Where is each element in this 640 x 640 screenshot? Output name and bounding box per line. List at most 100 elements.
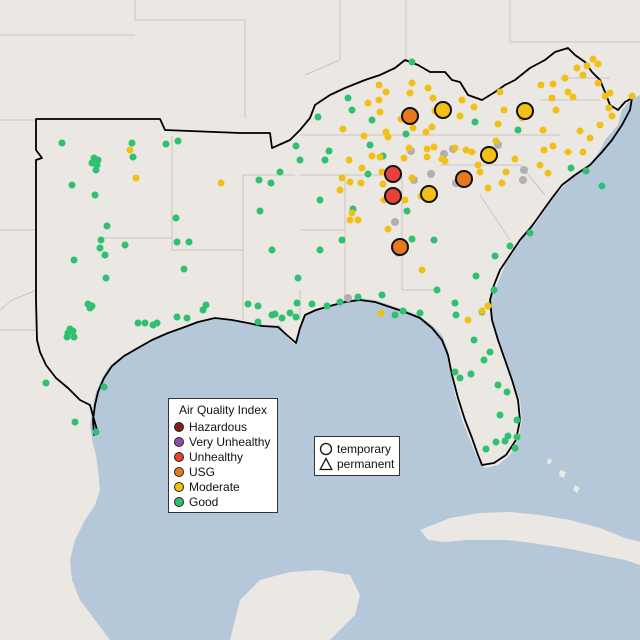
station-unknown[interactable] [519,176,527,184]
station-moderate[interactable] [474,161,482,169]
station-good[interactable] [103,222,111,230]
station-good[interactable] [316,246,324,254]
station-moderate[interactable] [408,79,416,87]
station-moderate[interactable] [494,120,502,128]
station-good[interactable] [323,302,331,310]
station-moderate[interactable] [549,80,557,88]
station-good[interactable] [276,168,284,176]
station-good[interactable] [506,242,514,250]
station-good[interactable] [84,300,92,308]
station-good[interactable] [256,207,264,215]
station-moderate[interactable] [339,125,347,133]
station-moderate[interactable] [596,121,604,129]
station-good[interactable] [325,147,333,155]
station-usg[interactable] [455,170,473,188]
station-moderate[interactable] [498,179,506,187]
station-good[interactable] [141,319,149,327]
station-moderate[interactable] [345,156,353,164]
station-moderate[interactable] [594,79,602,87]
station-good[interactable] [271,310,279,318]
station-good[interactable] [486,348,494,356]
station-good[interactable] [451,299,459,307]
station-good[interactable] [408,58,416,66]
station-good[interactable] [172,214,180,222]
station-moderate[interactable] [422,128,430,136]
station-moderate[interactable] [480,146,498,164]
station-moderate[interactable] [406,89,414,97]
station-moderate[interactable] [589,55,597,63]
station-moderate[interactable] [484,184,492,192]
station-good[interactable] [364,170,372,178]
station-moderate[interactable] [579,148,587,156]
station-good[interactable] [58,139,66,147]
station-good[interactable] [567,164,575,172]
station-moderate[interactable] [400,154,408,162]
station-good[interactable] [496,411,504,419]
station-good[interactable] [416,309,424,317]
station-good[interactable] [467,370,475,378]
station-moderate[interactable] [338,174,346,182]
station-good[interactable] [292,142,300,150]
station-moderate[interactable] [456,112,464,120]
station-moderate[interactable] [409,124,417,132]
station-good[interactable] [71,418,79,426]
station-usg[interactable] [401,107,419,125]
station-good[interactable] [354,293,362,301]
station-moderate[interactable] [428,123,436,131]
station-moderate[interactable] [382,88,390,96]
station-good[interactable] [491,252,499,260]
station-good[interactable] [96,244,104,252]
station-moderate[interactable] [376,153,384,161]
station-moderate[interactable] [496,88,504,96]
station-good[interactable] [94,156,102,164]
station-moderate[interactable] [628,92,636,100]
station-moderate[interactable] [561,74,569,82]
station-good[interactable] [451,368,459,376]
station-moderate[interactable] [364,99,372,107]
station-good[interactable] [91,191,99,199]
station-good[interactable] [503,388,511,396]
station-good[interactable] [511,444,519,452]
station-good[interactable] [456,374,464,382]
station-moderate[interactable] [357,179,365,187]
station-moderate[interactable] [418,266,426,274]
station-good[interactable] [185,238,193,246]
station-good[interactable] [482,445,490,453]
station-good[interactable] [470,336,478,344]
station-good[interactable] [471,118,479,126]
station-good[interactable] [199,306,207,314]
station-moderate[interactable] [516,102,534,120]
station-moderate[interactable] [354,216,362,224]
station-moderate[interactable] [462,146,470,154]
station-good[interactable] [408,235,416,243]
station-good[interactable] [128,139,136,147]
station-moderate[interactable] [358,164,366,172]
station-moderate[interactable] [606,89,614,97]
station-unknown[interactable] [344,294,352,302]
station-moderate[interactable] [375,81,383,89]
station-unknown[interactable] [427,170,435,178]
station-moderate[interactable] [217,179,225,187]
station-moderate[interactable] [376,108,384,116]
station-good[interactable] [368,116,376,124]
station-good[interactable] [338,236,346,244]
station-good[interactable] [42,379,50,387]
station-moderate[interactable] [583,62,591,70]
station-moderate[interactable] [502,168,510,176]
station-moderate[interactable] [552,106,560,114]
station-moderate[interactable] [464,316,472,324]
station-good[interactable] [582,167,590,175]
station-good[interactable] [344,94,352,102]
station-good[interactable] [88,159,96,167]
station-good[interactable] [70,256,78,264]
station-good[interactable] [97,236,105,244]
station-moderate[interactable] [500,106,508,114]
station-good[interactable] [378,291,386,299]
station-moderate[interactable] [492,137,500,145]
station-moderate[interactable] [544,169,552,177]
station-good[interactable] [391,311,399,319]
station-good[interactable] [92,428,100,436]
station-moderate[interactable] [420,185,438,203]
station-moderate[interactable] [549,142,557,150]
